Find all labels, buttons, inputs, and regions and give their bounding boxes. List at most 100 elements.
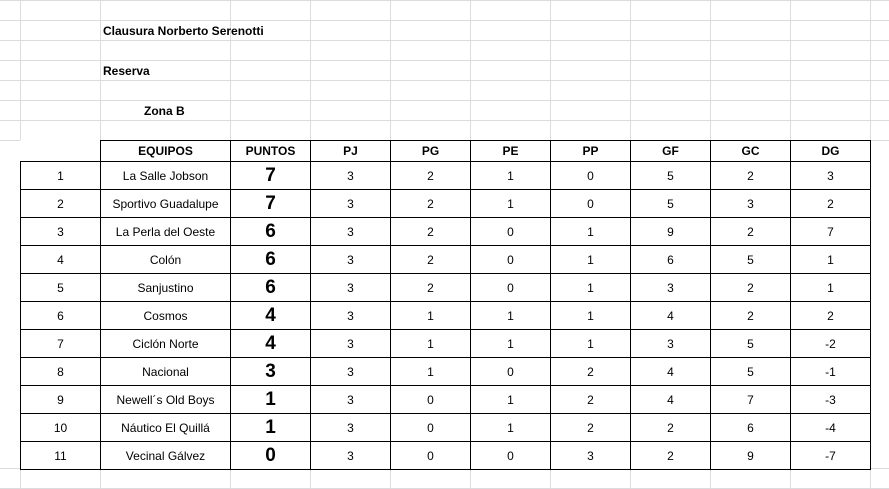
cell-team[interactable]: Nacional <box>100 357 231 386</box>
cell-pg[interactable]: 2 <box>390 189 471 218</box>
cell-pj[interactable]: 3 <box>310 357 391 386</box>
column-header-equipos[interactable]: EQUIPOS <box>100 140 231 162</box>
cell-pp[interactable]: 3 <box>550 441 631 470</box>
cell-gc[interactable]: 2 <box>710 273 791 302</box>
cell-team[interactable]: Colón <box>100 245 231 274</box>
cell-pp[interactable]: 2 <box>550 357 631 386</box>
column-header-pe[interactable]: PE <box>470 140 551 162</box>
cell-gf[interactable]: 6 <box>630 245 711 274</box>
cell-pj[interactable]: 3 <box>310 189 391 218</box>
cell-pts[interactable]: 6 <box>230 273 311 302</box>
cell-pj[interactable]: 3 <box>310 385 391 414</box>
column-header-pp[interactable]: PP <box>550 140 631 162</box>
cell-gf[interactable]: 2 <box>630 413 711 442</box>
cell-gc[interactable]: 9 <box>710 441 791 470</box>
cell-pp[interactable]: 0 <box>550 161 631 190</box>
cell-pe[interactable]: 1 <box>470 329 551 358</box>
cell-pg[interactable]: 2 <box>390 161 471 190</box>
cell-gf[interactable]: 4 <box>630 301 711 330</box>
cell-pg[interactable]: 2 <box>390 273 471 302</box>
cell-pe[interactable]: 1 <box>470 161 551 190</box>
cell-pos[interactable]: 1 <box>20 161 101 190</box>
cell-team[interactable]: La Perla del Oeste <box>100 217 231 246</box>
cell-pg[interactable]: 1 <box>390 357 471 386</box>
cell-gf[interactable]: 3 <box>630 273 711 302</box>
column-header-gc[interactable]: GC <box>710 140 791 162</box>
cell-pj[interactable]: 3 <box>310 245 391 274</box>
cell-team[interactable]: Vecinal Gálvez <box>100 441 231 470</box>
cell-gf[interactable]: 3 <box>630 329 711 358</box>
cell-pts[interactable]: 7 <box>230 161 311 190</box>
cell-pe[interactable]: 0 <box>470 441 551 470</box>
sheet-subtitle[interactable]: Reserva <box>103 64 150 78</box>
cell-team[interactable]: Náutico El Quillá <box>100 413 231 442</box>
cell-gc[interactable]: 2 <box>710 217 791 246</box>
cell-pe[interactable]: 1 <box>470 189 551 218</box>
cell-pos[interactable]: 9 <box>20 385 101 414</box>
cell-dg[interactable]: -7 <box>790 441 871 470</box>
cell-team[interactable]: La Salle Jobson <box>100 161 231 190</box>
cell-pg[interactable]: 0 <box>390 385 471 414</box>
cell-pts[interactable]: 7 <box>230 189 311 218</box>
cell-pj[interactable]: 3 <box>310 441 391 470</box>
cell-gc[interactable]: 5 <box>710 245 791 274</box>
cell-gf[interactable]: 5 <box>630 161 711 190</box>
cell-dg[interactable]: -2 <box>790 329 871 358</box>
cell-pg[interactable]: 0 <box>390 441 471 470</box>
cell-pts[interactable]: 1 <box>230 413 311 442</box>
cell-pos[interactable]: 2 <box>20 189 101 218</box>
cell-gc[interactable]: 3 <box>710 189 791 218</box>
cell-pp[interactable]: 1 <box>550 329 631 358</box>
cell-pp[interactable]: 2 <box>550 385 631 414</box>
cell-pg[interactable]: 0 <box>390 413 471 442</box>
cell-pos[interactable]: 11 <box>20 441 101 470</box>
cell-pe[interactable]: 0 <box>470 273 551 302</box>
cell-pos[interactable]: 6 <box>20 301 101 330</box>
cell-pp[interactable]: 1 <box>550 245 631 274</box>
column-header-pj[interactable]: PJ <box>310 140 391 162</box>
cell-gf[interactable]: 2 <box>630 441 711 470</box>
cell-pg[interactable]: 2 <box>390 217 471 246</box>
cell-team[interactable]: Newell´s Old Boys <box>100 385 231 414</box>
cell-pp[interactable]: 1 <box>550 273 631 302</box>
cell-pj[interactable]: 3 <box>310 161 391 190</box>
cell-pe[interactable]: 1 <box>470 301 551 330</box>
cell-team[interactable]: Sanjustino <box>100 273 231 302</box>
cell-dg[interactable]: -3 <box>790 385 871 414</box>
cell-pos[interactable]: 8 <box>20 357 101 386</box>
cell-team[interactable]: Ciclón Norte <box>100 329 231 358</box>
cell-gc[interactable]: 2 <box>710 161 791 190</box>
cell-pts[interactable]: 0 <box>230 441 311 470</box>
cell-team[interactable]: Cosmos <box>100 301 231 330</box>
cell-pg[interactable]: 1 <box>390 301 471 330</box>
cell-dg[interactable]: -4 <box>790 413 871 442</box>
cell-dg[interactable]: 7 <box>790 217 871 246</box>
cell-pe[interactable]: 0 <box>470 217 551 246</box>
cell-gf[interactable]: 5 <box>630 189 711 218</box>
cell-pe[interactable]: 0 <box>470 245 551 274</box>
cell-pj[interactable]: 3 <box>310 301 391 330</box>
cell-pos[interactable]: 10 <box>20 413 101 442</box>
cell-dg[interactable]: -1 <box>790 357 871 386</box>
cell-pos[interactable]: 7 <box>20 329 101 358</box>
cell-gc[interactable]: 5 <box>710 357 791 386</box>
cell-pj[interactable]: 3 <box>310 273 391 302</box>
cell-dg[interactable]: 1 <box>790 245 871 274</box>
cell-gc[interactable]: 6 <box>710 413 791 442</box>
cell-pts[interactable]: 3 <box>230 357 311 386</box>
cell-pe[interactable]: 1 <box>470 413 551 442</box>
cell-pg[interactable]: 2 <box>390 245 471 274</box>
cell-dg[interactable]: 3 <box>790 161 871 190</box>
cell-pg[interactable]: 1 <box>390 329 471 358</box>
cell-team[interactable]: Sportivo Guadalupe <box>100 189 231 218</box>
cell-pj[interactable]: 3 <box>310 413 391 442</box>
cell-gc[interactable]: 5 <box>710 329 791 358</box>
cell-gf[interactable]: 9 <box>630 217 711 246</box>
cell-dg[interactable]: 1 <box>790 273 871 302</box>
cell-gf[interactable]: 4 <box>630 385 711 414</box>
cell-pe[interactable]: 1 <box>470 385 551 414</box>
cell-pp[interactable]: 2 <box>550 413 631 442</box>
cell-pts[interactable]: 4 <box>230 329 311 358</box>
cell-pts[interactable]: 1 <box>230 385 311 414</box>
cell-dg[interactable]: 2 <box>790 301 871 330</box>
